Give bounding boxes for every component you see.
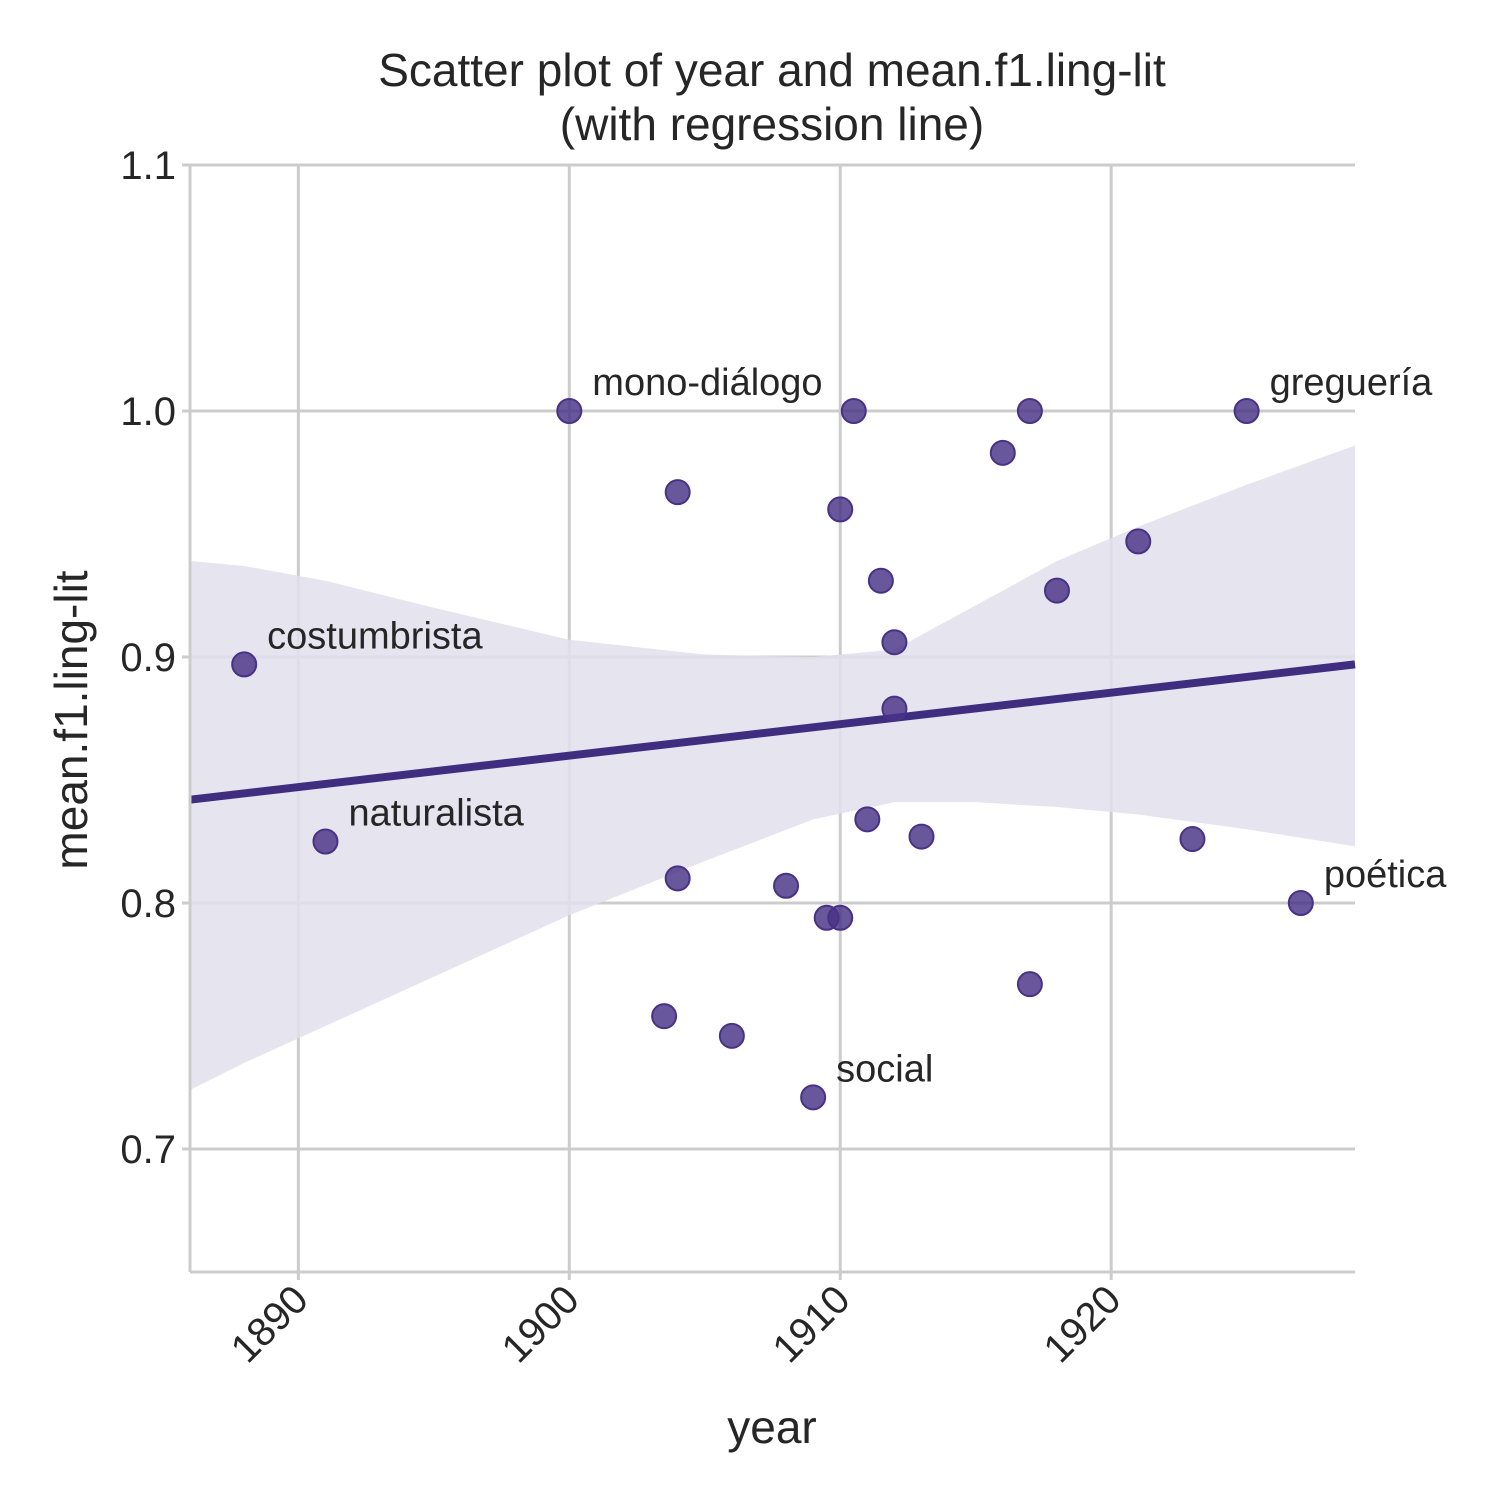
confidence-band xyxy=(190,445,1355,1090)
data-point xyxy=(989,439,1016,466)
point-annotation: naturalista xyxy=(348,793,524,835)
data-point xyxy=(1016,971,1043,998)
regression-line xyxy=(189,660,1356,804)
data-point xyxy=(1125,528,1152,555)
chart-title: Scatter plot of year and mean.f1.ling-li… xyxy=(378,44,1166,96)
data-point xyxy=(881,629,908,656)
point-annotation: greguería xyxy=(1270,362,1434,404)
data-point xyxy=(664,479,691,506)
data-point xyxy=(1287,890,1314,916)
x-tick-label: 1910 xyxy=(765,1277,859,1371)
chart-subtitle: (with regression line) xyxy=(560,98,984,150)
y-tick-label: 0.9 xyxy=(120,636,176,680)
y-tick-label: 0.8 xyxy=(120,882,176,926)
data-point xyxy=(854,806,881,833)
points-layer xyxy=(231,398,1314,1111)
point-annotation: costumbrista xyxy=(267,615,483,657)
confidence-band-layer xyxy=(190,445,1355,1090)
data-point xyxy=(1043,577,1070,604)
point-annotation: mono-diálogo xyxy=(592,362,822,404)
y-tick-label: 0.7 xyxy=(120,1128,176,1172)
data-point xyxy=(908,823,935,850)
y-axis-label: mean.f1.ling-lit xyxy=(45,570,97,869)
y-tick-label: 1.0 xyxy=(120,390,176,434)
data-point xyxy=(773,872,800,899)
data-point xyxy=(1016,398,1043,424)
x-tick-label: 1900 xyxy=(494,1277,588,1371)
data-point xyxy=(664,865,691,892)
data-point xyxy=(827,904,854,931)
data-point xyxy=(231,651,258,678)
point-annotation: social xyxy=(836,1048,933,1090)
regression-layer xyxy=(189,660,1356,804)
annotation-layer: costumbrista naturalista mono-diálogo socia… xyxy=(267,362,1447,1090)
data-point xyxy=(1179,826,1206,853)
data-point xyxy=(867,567,894,594)
y-tick-label: 1.1 xyxy=(120,144,176,188)
data-point xyxy=(827,496,854,523)
x-tick-label: 1890 xyxy=(223,1277,317,1371)
x-tick-label: 1920 xyxy=(1035,1277,1129,1371)
data-point xyxy=(1233,398,1260,424)
data-point xyxy=(840,398,867,424)
data-point xyxy=(651,1003,678,1030)
x-axis-label: year xyxy=(727,1401,816,1453)
data-point xyxy=(312,828,339,855)
data-point xyxy=(800,1084,827,1111)
point-annotation: poética xyxy=(1324,854,1447,896)
axes xyxy=(182,163,1355,1280)
data-point xyxy=(718,1022,745,1049)
data-point xyxy=(881,695,908,722)
data-point xyxy=(556,398,583,424)
